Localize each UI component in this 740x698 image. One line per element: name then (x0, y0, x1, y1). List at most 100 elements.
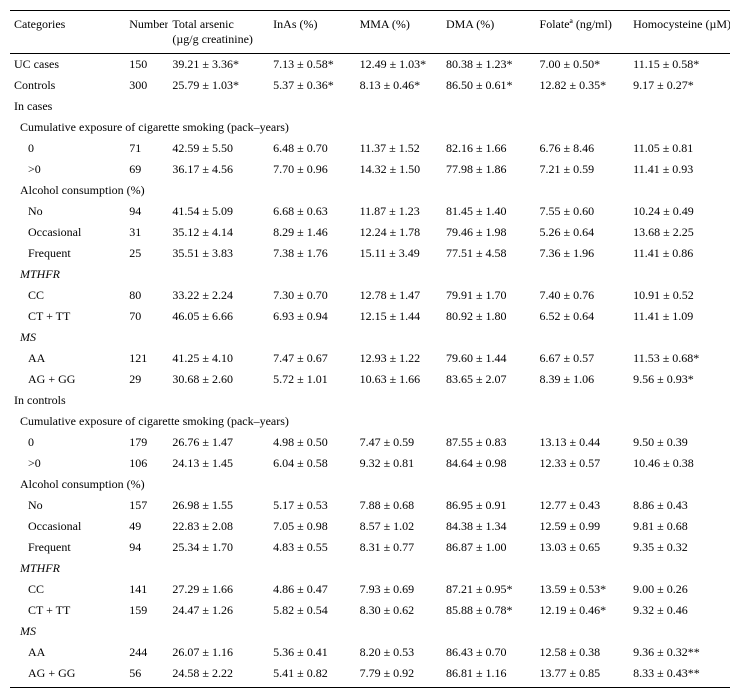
table-cell: 41.25 ± 4.10 (168, 348, 269, 369)
table-cell: 84.64 ± 0.98 (442, 453, 536, 474)
table-cell: 71 (125, 138, 168, 159)
table-row: AG + GG2930.68 ± 2.605.72 ± 1.0110.63 ± … (10, 369, 730, 390)
table-cell: 35.51 ± 3.83 (168, 243, 269, 264)
table-cell: 80.92 ± 1.80 (442, 306, 536, 327)
table-cell: 87.55 ± 0.83 (442, 432, 536, 453)
table-cell: 7.21 ± 0.59 (536, 159, 630, 180)
table-cell: 13.13 ± 0.44 (536, 432, 630, 453)
table-cell: 83.65 ± 2.07 (442, 369, 536, 390)
table-row: CT + TT15924.47 ± 1.265.82 ± 0.548.30 ± … (10, 600, 730, 621)
table-cell: 121 (125, 348, 168, 369)
table-cell: 8.57 ± 1.02 (356, 516, 442, 537)
table-cell: 87.21 ± 0.95* (442, 579, 536, 600)
table-cell: 24.47 ± 1.26 (168, 600, 269, 621)
table-cell: 12.59 ± 0.99 (536, 516, 630, 537)
table-cell: Occasional (10, 222, 125, 243)
table-cell: 69 (125, 159, 168, 180)
table-cell: 86.81 ± 1.16 (442, 663, 536, 688)
table-cell: 5.26 ± 0.64 (536, 222, 630, 243)
table-cell: 8.13 ± 0.46* (356, 75, 442, 96)
table-cell: 86.50 ± 0.61* (442, 75, 536, 96)
table-cell: 6.52 ± 0.64 (536, 306, 630, 327)
table-cell: 12.78 ± 1.47 (356, 285, 442, 306)
table-cell: 12.24 ± 1.78 (356, 222, 442, 243)
table-cell: 6.76 ± 8.46 (536, 138, 630, 159)
table-cell: 82.16 ± 1.66 (442, 138, 536, 159)
table-cell: 12.82 ± 0.35* (536, 75, 630, 96)
table-cell: 39.21 ± 3.36* (168, 54, 269, 76)
table-cell: Controls (10, 75, 125, 96)
table-cell: 49 (125, 516, 168, 537)
table-cell: 7.70 ± 0.96 (269, 159, 355, 180)
header-inas: InAs (%) (269, 11, 355, 54)
table-cell: 11.37 ± 1.52 (356, 138, 442, 159)
table-cell: 10.63 ± 1.66 (356, 369, 442, 390)
table-row: In controls (10, 390, 730, 411)
table-cell: 6.48 ± 0.70 (269, 138, 355, 159)
table-body: UC cases15039.21 ± 3.36*7.13 ± 0.58*12.4… (10, 54, 730, 688)
table-row: MTHFR (10, 558, 730, 579)
table-cell: 5.17 ± 0.53 (269, 495, 355, 516)
table-cell: MS (10, 621, 730, 642)
table-cell: 94 (125, 537, 168, 558)
table-cell: Frequent (10, 243, 125, 264)
header-mma: MMA (%) (356, 11, 442, 54)
header-total-arsenic-main: Total arsenic (172, 17, 233, 31)
table-row: No9441.54 ± 5.096.68 ± 0.6311.87 ± 1.238… (10, 201, 730, 222)
table-cell: 80 (125, 285, 168, 306)
table-cell: 11.41 ± 0.86 (629, 243, 730, 264)
table-cell: 9.32 ± 0.81 (356, 453, 442, 474)
table-cell: 11.05 ± 0.81 (629, 138, 730, 159)
table-cell: Occasional (10, 516, 125, 537)
table-cell: 7.40 ± 0.76 (536, 285, 630, 306)
header-folate: Folateª (ng/ml) (536, 11, 630, 54)
table-row: No15726.98 ± 1.555.17 ± 0.537.88 ± 0.688… (10, 495, 730, 516)
table-cell: 12.77 ± 0.43 (536, 495, 630, 516)
table-cell: 12.33 ± 0.57 (536, 453, 630, 474)
table-row: CC14127.29 ± 1.664.86 ± 0.477.93 ± 0.698… (10, 579, 730, 600)
table-cell: 46.05 ± 6.66 (168, 306, 269, 327)
table-cell: 10.46 ± 0.38 (629, 453, 730, 474)
table-cell: 7.00 ± 0.50* (536, 54, 630, 76)
table-cell: 6.68 ± 0.63 (269, 201, 355, 222)
table-cell: CT + TT (10, 306, 125, 327)
table-cell: 36.17 ± 4.56 (168, 159, 269, 180)
table-cell: 79.60 ± 1.44 (442, 348, 536, 369)
table-row: Frequent9425.34 ± 1.704.83 ± 0.558.31 ± … (10, 537, 730, 558)
table-cell: 9.00 ± 0.26 (629, 579, 730, 600)
table-cell: 7.30 ± 0.70 (269, 285, 355, 306)
table-cell: 22.83 ± 2.08 (168, 516, 269, 537)
table-cell: 11.53 ± 0.68* (629, 348, 730, 369)
table-cell: >0 (10, 159, 125, 180)
table-row: Alcohol consumption (%) (10, 474, 730, 495)
table-cell: 10.24 ± 0.49 (629, 201, 730, 222)
table-cell: 8.39 ± 1.06 (536, 369, 630, 390)
table-cell: 80.38 ± 1.23* (442, 54, 536, 76)
table-cell: 94 (125, 201, 168, 222)
table-cell: 4.83 ± 0.55 (269, 537, 355, 558)
table-cell: 7.88 ± 0.68 (356, 495, 442, 516)
table-cell: 15.11 ± 3.49 (356, 243, 442, 264)
table-cell: 81.45 ± 1.40 (442, 201, 536, 222)
table-cell: 9.32 ± 0.46 (629, 600, 730, 621)
table-cell: 12.58 ± 0.38 (536, 642, 630, 663)
table-cell: Cumulative exposure of cigarette smoking… (10, 117, 730, 138)
table-cell: 84.38 ± 1.34 (442, 516, 536, 537)
table-cell: Frequent (10, 537, 125, 558)
table-cell: CC (10, 579, 125, 600)
header-total-arsenic: Total arsenic (µg/g creatinine) (168, 11, 269, 54)
table-cell: 11.15 ± 0.58* (629, 54, 730, 76)
table-cell: MTHFR (10, 558, 730, 579)
table-cell: 106 (125, 453, 168, 474)
table-cell: 25 (125, 243, 168, 264)
table-cell: 12.15 ± 1.44 (356, 306, 442, 327)
header-total-arsenic-sub: (µg/g creatinine) (172, 32, 253, 46)
header-number: Number (125, 11, 168, 54)
table-row: >06936.17 ± 4.567.70 ± 0.9614.32 ± 1.507… (10, 159, 730, 180)
table-cell: 5.72 ± 1.01 (269, 369, 355, 390)
table-cell: 8.31 ± 0.77 (356, 537, 442, 558)
table-cell: 12.19 ± 0.46* (536, 600, 630, 621)
table-cell: 6.93 ± 0.94 (269, 306, 355, 327)
table-cell: 0 (10, 432, 125, 453)
table-cell: 30.68 ± 2.60 (168, 369, 269, 390)
